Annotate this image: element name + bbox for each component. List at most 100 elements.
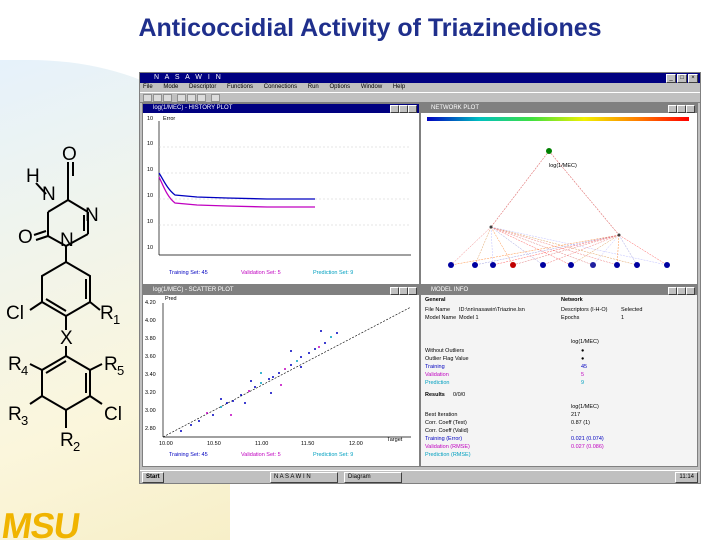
row-value: ●	[581, 356, 585, 362]
row-value: 5	[581, 372, 585, 378]
scatter-xtick: 11.00	[255, 441, 269, 447]
network-input-node	[590, 262, 596, 268]
stat-label: Corr. Coeff (Valid)	[425, 428, 469, 434]
network-edge	[490, 226, 494, 266]
history-plot-window: log(1/MEC) - HISTORY PLOT Error 10 10 10…	[142, 103, 420, 285]
close-icon[interactable]	[408, 287, 417, 295]
app-title: N A S A W I N	[154, 74, 223, 81]
network-input-node	[540, 262, 546, 268]
network-edge	[618, 234, 638, 266]
network-edge	[618, 234, 668, 266]
close-icon[interactable]	[686, 105, 695, 113]
scatter-point	[244, 402, 246, 404]
scatter-chart	[162, 303, 412, 438]
network-edge	[570, 234, 620, 266]
maximize-icon[interactable]	[677, 287, 686, 295]
chart-icon[interactable]	[211, 94, 220, 102]
maximize-button[interactable]: □	[677, 74, 687, 83]
minimize-icon[interactable]	[390, 287, 399, 295]
general-label: General	[425, 297, 446, 303]
scatter-point	[198, 420, 200, 422]
network-edge	[490, 226, 668, 266]
maximize-icon[interactable]	[399, 105, 408, 113]
scatter-point	[324, 342, 326, 344]
close-icon[interactable]	[408, 105, 417, 113]
network-edge	[542, 234, 620, 266]
minimize-icon[interactable]	[390, 105, 399, 113]
start-button[interactable]: Start	[142, 472, 164, 483]
menu-run[interactable]: Run	[307, 84, 319, 90]
pause-icon[interactable]	[197, 94, 206, 102]
stat-label: Corr. Coeff (Test)	[425, 420, 467, 426]
app-titlebar[interactable]: N A S A W I N _ □ ×	[140, 73, 700, 83]
history-plot-titlebar[interactable]: log(1/MEC) - HISTORY PLOT	[143, 104, 419, 113]
menu-window[interactable]: Window	[360, 84, 383, 90]
atom-r5-sub: 5	[117, 363, 124, 378]
network-edge	[474, 234, 620, 266]
history-legend-prediction: Prediction Set: 9	[313, 270, 354, 276]
stop-icon[interactable]	[187, 94, 196, 102]
row-value: 45	[581, 364, 588, 370]
network-edge	[490, 226, 514, 266]
history-validation-curve	[158, 176, 315, 208]
menu-functions[interactable]: Functions	[227, 84, 254, 90]
results-value: 0/0/0	[453, 392, 466, 398]
scatter-point	[254, 386, 256, 388]
maximize-icon[interactable]	[399, 287, 408, 295]
menu-connections[interactable]: Connections	[263, 84, 298, 90]
scatter-point	[206, 412, 208, 414]
scatter-xtick: 12.00	[349, 441, 363, 447]
atom-n3: N	[60, 230, 74, 251]
minimize-icon[interactable]	[668, 287, 677, 295]
stat-value: -	[571, 428, 573, 434]
network-diagram	[448, 148, 670, 268]
save-icon[interactable]	[163, 94, 172, 102]
scatter-plot-titlebar[interactable]: log(1/MEC) - SCATTER PLOT	[143, 286, 419, 295]
network-label: Network	[561, 297, 583, 303]
scatter-point	[280, 384, 282, 386]
scatter-legend-prediction: Prediction Set: 9	[313, 452, 354, 458]
network-output-node	[546, 148, 552, 154]
model-info-titlebar[interactable]: MODEL INFO	[421, 286, 697, 295]
scatter-point	[268, 378, 270, 380]
minimize-button[interactable]: _	[666, 74, 676, 83]
scatter-point	[230, 414, 232, 416]
menu-options[interactable]: Options	[329, 84, 351, 90]
scatter-ytick: 3.80	[145, 336, 156, 342]
scatter-point	[180, 430, 182, 432]
descriptors-label: Descriptors (I-H-O)	[561, 307, 608, 313]
model-name-label: Model Name	[425, 315, 457, 321]
history-ytick: 10	[147, 116, 154, 122]
weight-color-scale	[427, 117, 689, 121]
network-output-label: log(1/MEC)	[549, 163, 577, 169]
scatter-point	[272, 376, 274, 378]
taskbar-nasawin[interactable]: N A S A W I N	[270, 472, 338, 483]
close-button[interactable]: ×	[688, 74, 698, 83]
minimize-icon[interactable]	[668, 105, 677, 113]
network-input-node	[568, 262, 574, 268]
atom-r3: R	[8, 404, 22, 425]
network-plot-titlebar[interactable]: NETWORK PLOT	[421, 104, 697, 113]
menu-mode[interactable]: Mode	[163, 84, 179, 90]
taskbar-diagram[interactable]: Diagram	[344, 472, 402, 483]
open-icon[interactable]	[153, 94, 162, 102]
network-input-node	[634, 262, 640, 268]
atom-cl2: Cl	[104, 404, 122, 425]
maximize-icon[interactable]	[677, 105, 686, 113]
network-edge	[474, 226, 492, 266]
history-ytick: 10	[147, 245, 154, 251]
menu-help[interactable]: Help	[392, 84, 406, 90]
menu-bar: File Mode Descriptor Functions Connectio…	[140, 83, 700, 92]
scatter-point	[240, 394, 242, 396]
atom-r1: R	[100, 303, 114, 324]
close-icon[interactable]	[686, 287, 695, 295]
history-legend-validation: Validation Set: 5	[241, 270, 281, 276]
file-name-value: ID:\nn\nasawin\Triazine.lsn	[459, 307, 525, 313]
menu-descriptor[interactable]: Descriptor	[189, 84, 217, 90]
scatter-xtick: 10.00	[159, 441, 173, 447]
new-icon[interactable]	[143, 94, 152, 102]
run-icon[interactable]	[177, 94, 186, 102]
menu-file[interactable]: File	[143, 84, 153, 90]
stat-label: Prediction (RMSE)	[425, 452, 471, 458]
scatter-point	[260, 372, 262, 374]
